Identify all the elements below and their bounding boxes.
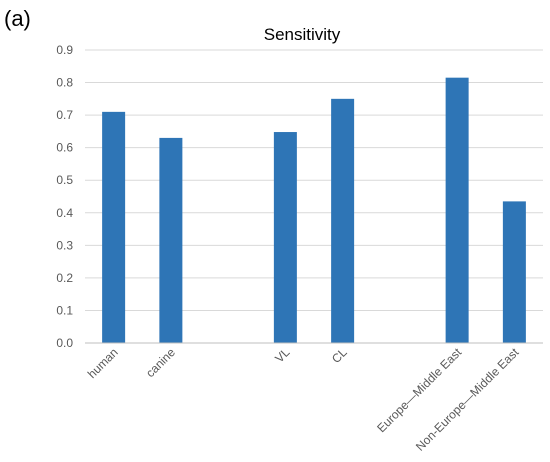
bar: [273, 132, 297, 343]
y-tick-label: 0.6: [56, 141, 73, 155]
bar: [502, 201, 526, 343]
x-tick-label: VL: [272, 345, 293, 366]
y-axis-ticks: 0.0 0.1 0.2 0.3 0.4 0.5 0.6 0.7 0.8 0.9: [56, 43, 73, 350]
x-tick-label: Non-Europe—Middle East: [413, 345, 522, 454]
bar: [445, 77, 469, 343]
x-tick-label: CL: [329, 345, 350, 366]
bar: [331, 98, 355, 343]
bars: [102, 77, 526, 343]
y-tick-label: 0.7: [56, 108, 73, 122]
gridlines: [85, 49, 543, 311]
y-tick-label: 0.4: [56, 206, 73, 220]
y-tick-label: 0.5: [56, 173, 73, 187]
y-tick-label: 0.0: [56, 336, 73, 350]
panel-label: (a): [4, 6, 31, 31]
y-tick-label: 0.8: [56, 76, 73, 90]
y-tick-label: 0.3: [56, 238, 73, 252]
chart-title: Sensitivity: [264, 25, 341, 44]
y-tick-label: 0.1: [56, 303, 73, 317]
bar: [159, 137, 183, 343]
x-axis-ticks: human canine VL CL Europe—Middle EastNon-Eur…: [85, 345, 522, 454]
y-tick-label: 0.2: [56, 271, 73, 285]
x-tick-label: human: [85, 345, 121, 381]
bar: [102, 111, 126, 343]
x-tick-label: canine: [143, 345, 178, 380]
y-tick-label: 0.9: [56, 43, 73, 57]
